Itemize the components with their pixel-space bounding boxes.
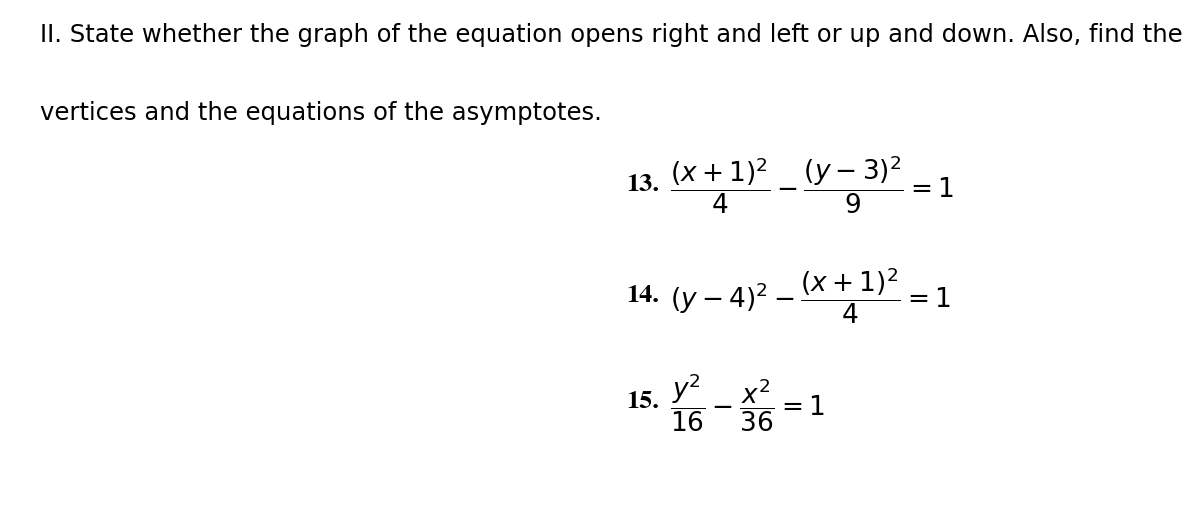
Text: II. State whether the graph of the equation opens right and left or up and down.: II. State whether the graph of the equat… xyxy=(40,23,1182,46)
Text: $(y - 4)^2 - \dfrac{(x + 1)^2}{4} = 1$: $(y - 4)^2 - \dfrac{(x + 1)^2}{4} = 1$ xyxy=(670,265,950,326)
Text: 13.: 13. xyxy=(626,173,660,195)
Text: $\dfrac{y^2}{16} - \dfrac{x^2}{36} = 1$: $\dfrac{y^2}{16} - \dfrac{x^2}{36} = 1$ xyxy=(670,370,824,433)
Text: 15.: 15. xyxy=(626,390,659,413)
Text: 14.: 14. xyxy=(626,284,659,307)
Text: $\dfrac{(x + 1)^2}{4} - \dfrac{(y-3)^2}{9} = 1$: $\dfrac{(x + 1)^2}{4} - \dfrac{(y-3)^2}{… xyxy=(670,153,954,216)
Text: vertices and the equations of the asymptotes.: vertices and the equations of the asympt… xyxy=(40,101,601,125)
